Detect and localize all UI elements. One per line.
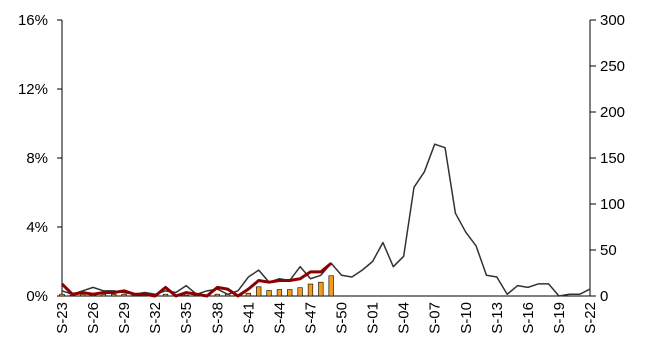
y2-tick-label: 150 xyxy=(600,150,625,167)
bar xyxy=(214,293,220,297)
x-tick-label: S-29 xyxy=(116,302,133,334)
bar xyxy=(266,290,272,297)
bar xyxy=(100,293,107,297)
bar xyxy=(183,294,189,297)
bar xyxy=(328,275,334,297)
y-tick-label: 0% xyxy=(26,288,48,305)
bar xyxy=(59,293,65,297)
x-tick-label: S-16 xyxy=(520,302,537,334)
x-tick-label: S-32 xyxy=(147,302,164,334)
y2-tick-label: 50 xyxy=(600,242,617,259)
y-tick-label: 8% xyxy=(26,150,48,167)
x-tick-label: S-38 xyxy=(209,302,226,334)
bar xyxy=(256,286,262,297)
bar xyxy=(276,289,283,297)
bar xyxy=(287,289,293,297)
bar xyxy=(111,293,117,297)
bar xyxy=(307,283,314,297)
bar xyxy=(318,281,324,297)
line xyxy=(61,143,591,297)
x-tick-label: S-04 xyxy=(396,302,413,334)
y-tick-label: 4% xyxy=(26,219,48,236)
bar xyxy=(80,293,86,297)
y-tick-label: 12% xyxy=(18,81,48,98)
y2-tick-label: 250 xyxy=(600,58,625,75)
y2-tick-label: 200 xyxy=(600,104,625,121)
bar xyxy=(162,293,169,297)
x-tick-label: S-07 xyxy=(427,302,444,334)
bar xyxy=(297,287,303,297)
x-tick-label: S-47 xyxy=(302,302,319,334)
x-tick-label: S-01 xyxy=(365,302,382,334)
x-tick-label: S-35 xyxy=(178,302,195,334)
x-tick-label: S-10 xyxy=(458,302,475,334)
x-tick-label: S-44 xyxy=(271,302,288,334)
bar xyxy=(245,292,251,297)
y-tick-label: 16% xyxy=(18,12,48,29)
y2-tick-label: 300 xyxy=(600,12,625,29)
y2-tick-label: 0 xyxy=(600,288,608,305)
x-tick-label: S-19 xyxy=(551,302,568,334)
x-tick-label: S-26 xyxy=(85,302,102,334)
line xyxy=(60,262,333,298)
x-tick-label: S-41 xyxy=(240,302,257,334)
x-tick-label: S-23 xyxy=(54,302,71,334)
x-tick-label: S-22 xyxy=(582,302,599,334)
x-tick-label: S-50 xyxy=(334,302,351,334)
x-tick-label: S-13 xyxy=(489,302,506,334)
y2-tick-label: 100 xyxy=(600,196,625,213)
bar xyxy=(121,293,127,297)
